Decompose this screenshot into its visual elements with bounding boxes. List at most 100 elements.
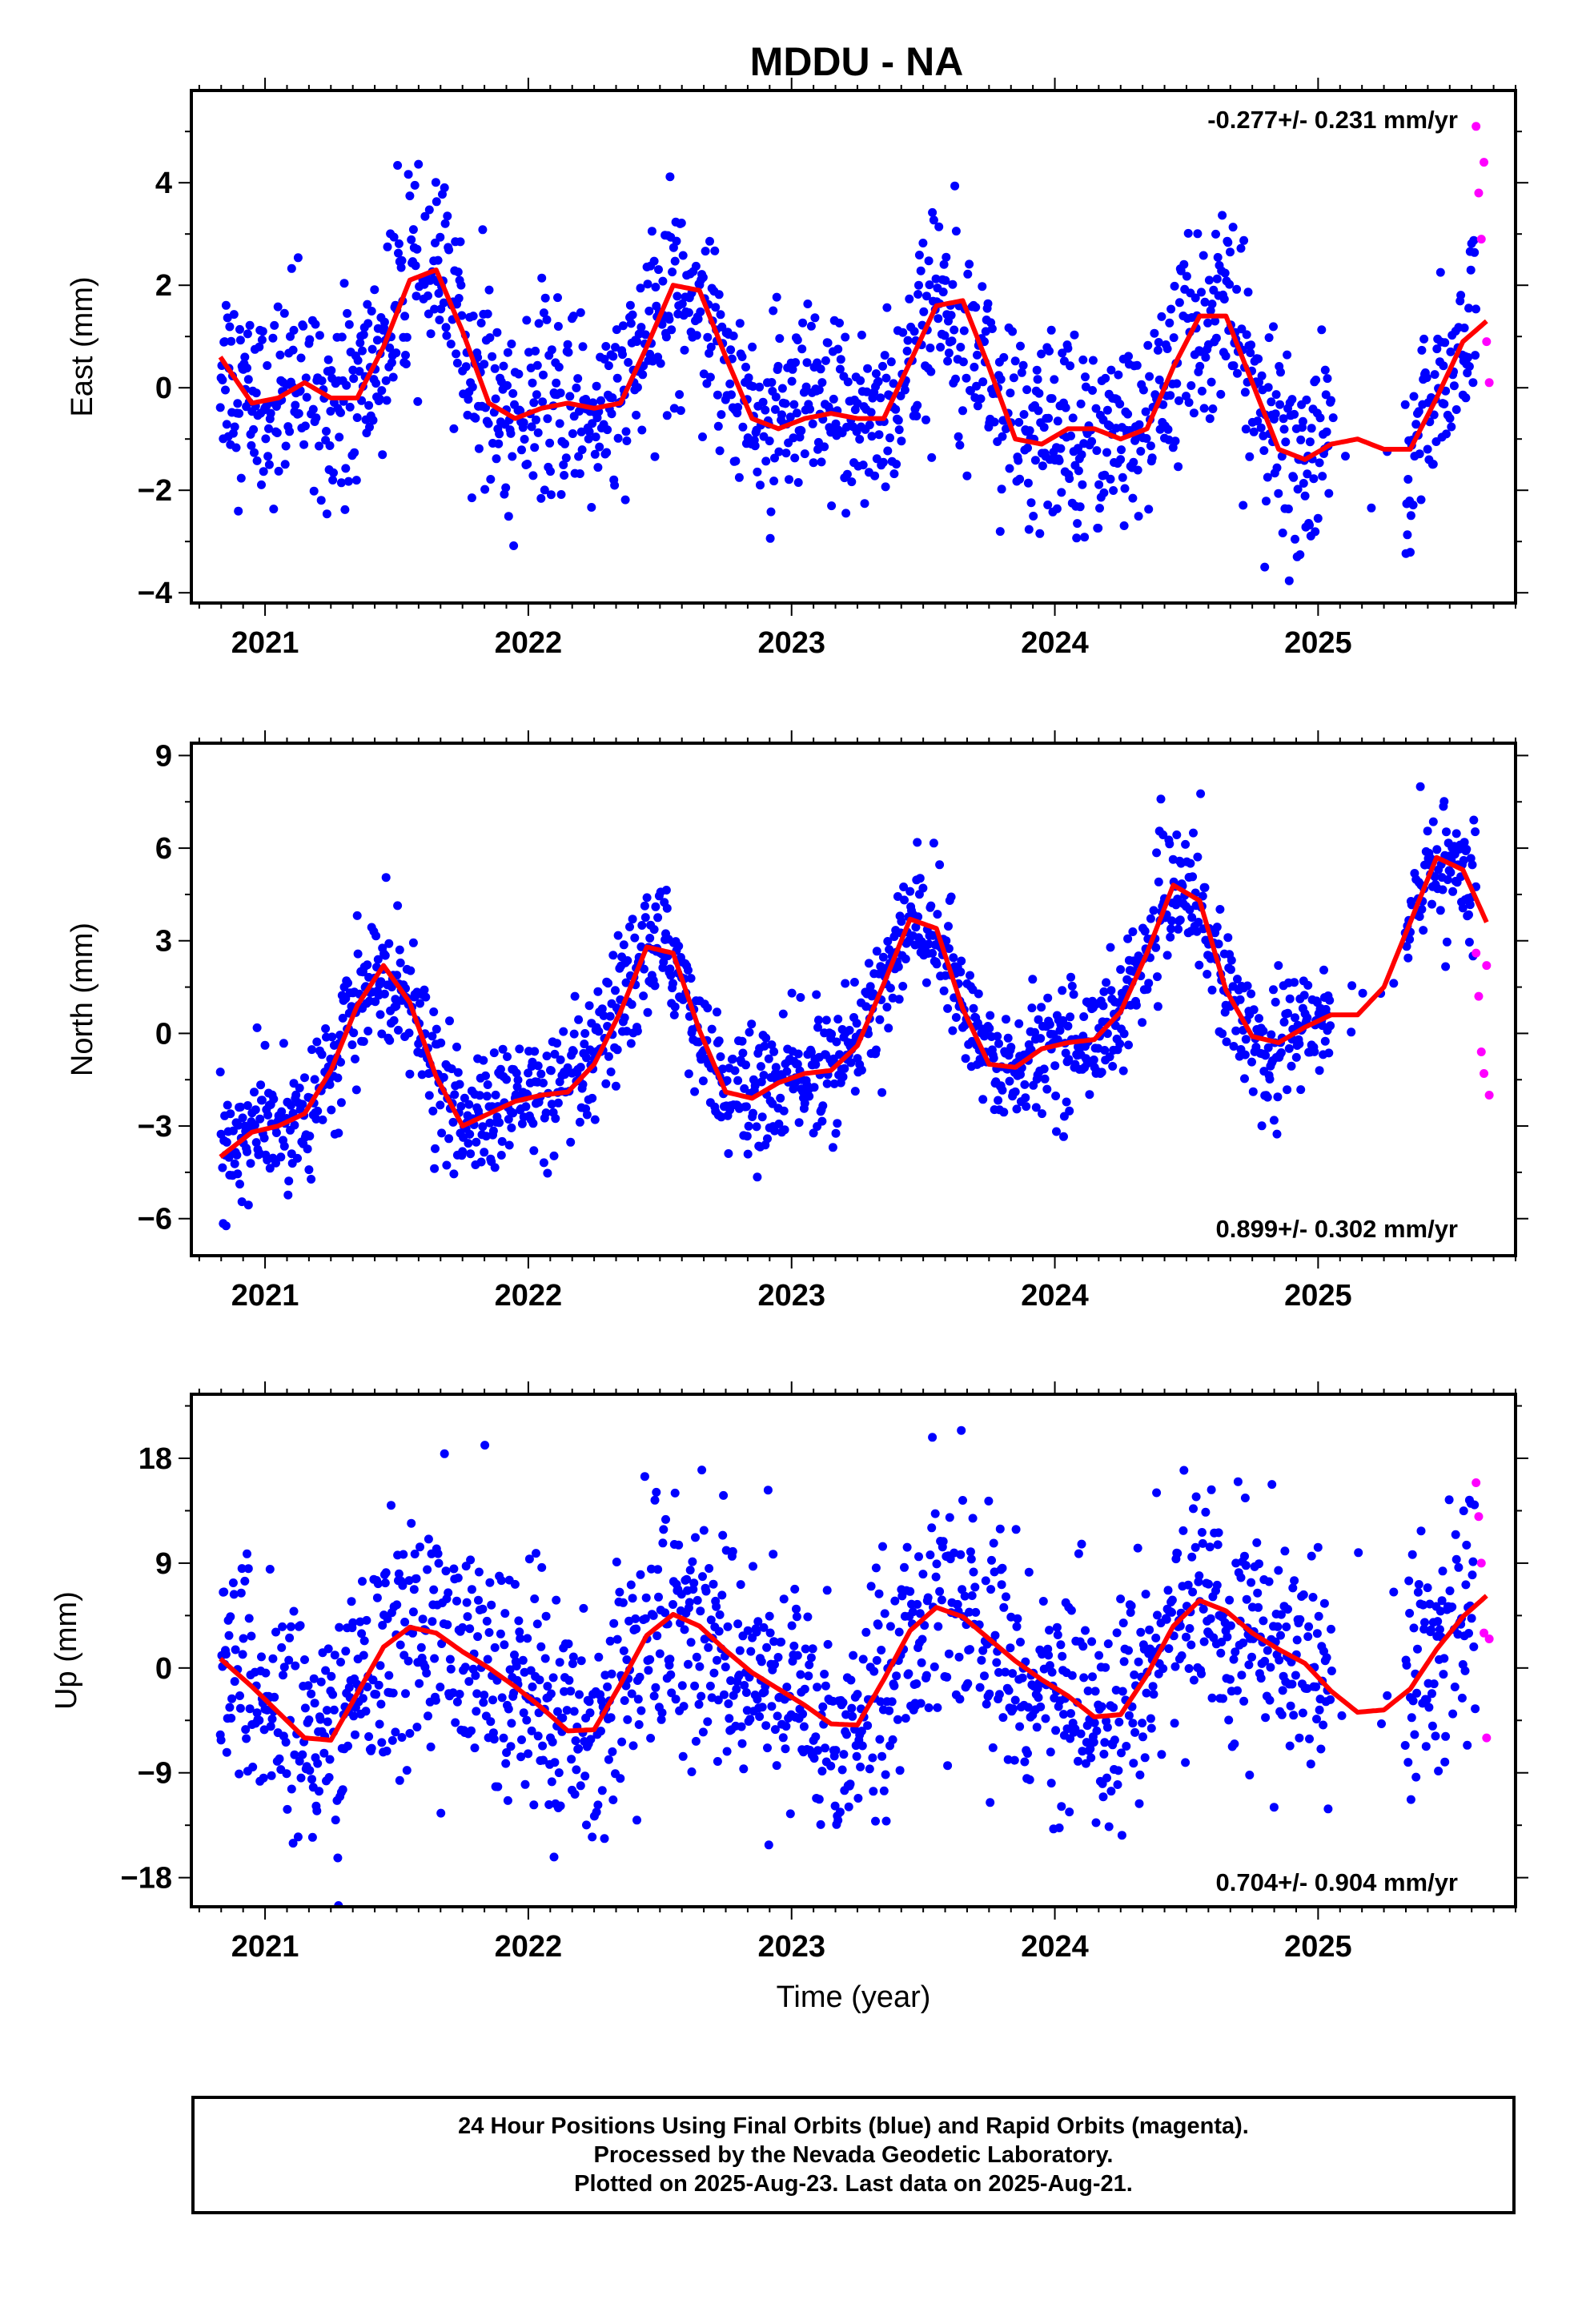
north-final-point (1005, 1076, 1014, 1086)
north-final-point (385, 1035, 395, 1045)
east-final-point (600, 355, 609, 364)
up-final-point (1278, 1686, 1287, 1695)
north-final-point (460, 1093, 469, 1103)
east-final-point (453, 267, 463, 277)
east-final-point (327, 366, 336, 376)
up-final-point (444, 1588, 453, 1598)
up-final-point (515, 1627, 524, 1637)
up-final-point (779, 1594, 789, 1604)
east-final-point (1094, 524, 1103, 533)
east-final-point (1052, 504, 1062, 513)
east-final-point (1422, 373, 1431, 383)
up-final-point (792, 1612, 801, 1622)
east-final-point (359, 330, 368, 340)
east-final-point (785, 412, 795, 422)
east-final-point (876, 393, 885, 403)
up-final-point (433, 1549, 443, 1558)
east-final-point (1269, 322, 1278, 332)
north-final-point (764, 1054, 773, 1063)
up-final-point (1163, 1586, 1173, 1595)
north-final-point (846, 1058, 856, 1068)
east-final-point (913, 400, 922, 410)
up-rapid-point (1480, 1628, 1489, 1638)
up-final-point (1086, 1744, 1095, 1754)
up-final-point (1076, 1729, 1086, 1739)
north-final-point (310, 1075, 319, 1084)
east-final-point (769, 476, 779, 486)
north-final-point (637, 921, 647, 930)
up-final-point (1253, 1588, 1263, 1598)
up-final-point (449, 1564, 459, 1574)
north-final-point (753, 1172, 762, 1182)
north-final-point (794, 1118, 804, 1128)
east-final-point (1307, 424, 1316, 433)
east-final-point (514, 369, 524, 379)
up-final-point (853, 1690, 862, 1699)
north-final-point (933, 910, 942, 919)
north-final-point (833, 1119, 842, 1128)
up-final-point (869, 1667, 879, 1676)
east-final-point (565, 392, 575, 401)
north-final-point (1146, 914, 1155, 923)
up-final-point (380, 1578, 390, 1588)
up-final-point (1136, 1627, 1146, 1637)
up-final-point (634, 1720, 644, 1729)
up-final-point (426, 1742, 436, 1751)
up-final-point (279, 1671, 287, 1680)
north-final-point (466, 1149, 476, 1159)
up-final-point (1054, 1823, 1064, 1832)
up-final-point (1008, 1669, 1018, 1679)
up-final-point (1010, 1755, 1019, 1765)
east-final-point (1415, 449, 1424, 459)
north-final-point (1119, 1029, 1129, 1039)
north-final-point (380, 951, 390, 960)
north-final-point (594, 1027, 604, 1036)
east-final-point (662, 411, 672, 420)
east-final-point (814, 385, 824, 395)
north-final-point (899, 883, 909, 891)
up-final-point (484, 1628, 494, 1637)
up-final-point (1142, 1688, 1151, 1698)
up-final-point (1170, 1719, 1179, 1728)
east-final-point (1033, 375, 1042, 384)
up-final-point (267, 1771, 276, 1780)
up-final-point (219, 1587, 229, 1597)
east-final-point (958, 357, 968, 367)
east-final-point (800, 449, 809, 459)
east-final-point (636, 323, 646, 332)
east-final-point (595, 442, 604, 452)
up-final-point (958, 1585, 967, 1594)
up-final-point (654, 1592, 663, 1602)
north-final-point (389, 1015, 399, 1025)
up-final-point (617, 1737, 627, 1747)
north-final-point (1027, 1003, 1037, 1013)
up-final-point (691, 1736, 701, 1746)
north-final-point (1003, 1033, 1013, 1043)
north-final-point (347, 1040, 357, 1050)
east-final-point (574, 452, 584, 461)
east-final-point (591, 432, 600, 442)
east-final-point (1263, 383, 1273, 392)
up-final-point (868, 1753, 877, 1763)
up-final-point (570, 1790, 580, 1799)
up-final-point (893, 1715, 902, 1724)
east-final-point (881, 373, 891, 383)
footer-box: 24 Hour Positions Using Final Orbits (bl… (191, 2096, 1516, 2214)
north-final-point (1227, 955, 1236, 965)
north-final-point (1405, 935, 1415, 944)
north-final-point (395, 945, 404, 955)
up-final-point (330, 1651, 339, 1660)
up-final-point (1057, 1802, 1066, 1811)
east-rapid-point (1484, 378, 1494, 388)
up-final-point (935, 1586, 945, 1596)
east-final-point (1038, 461, 1047, 471)
north-final-point (252, 1023, 262, 1032)
up-final-point (229, 1590, 239, 1599)
east-final-point (858, 460, 868, 470)
up-final-point (1242, 1594, 1251, 1604)
east-final-point (478, 225, 488, 235)
up-final-point (347, 1597, 356, 1606)
north-final-point (1042, 1084, 1052, 1094)
east-final-point (268, 333, 278, 343)
